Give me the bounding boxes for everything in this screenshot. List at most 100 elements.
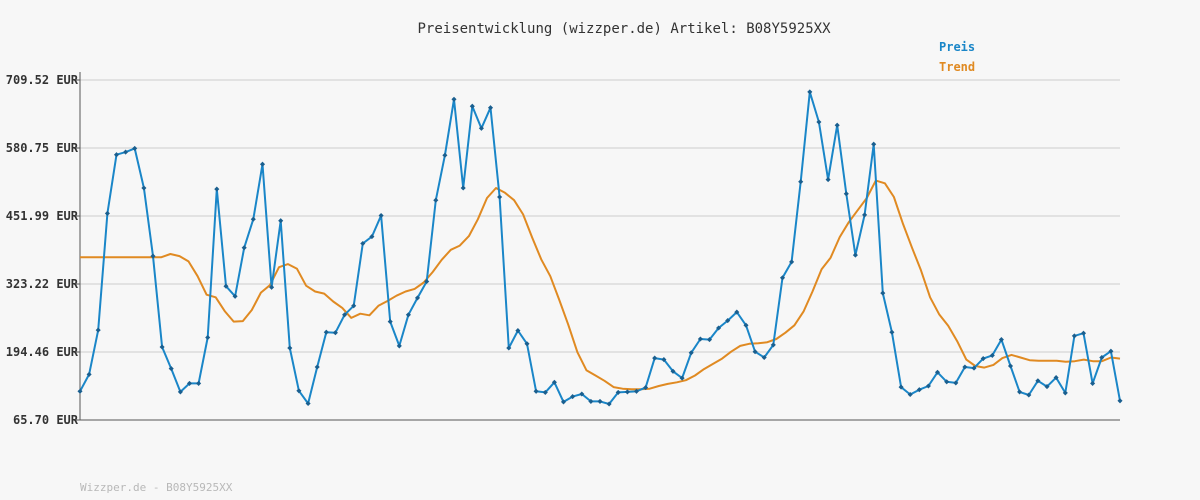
data-point — [506, 345, 512, 351]
y-tick-label: 709.52 EUR — [6, 73, 79, 87]
data-point — [661, 357, 667, 363]
data-point — [269, 284, 275, 290]
data-point — [789, 259, 795, 265]
data-point — [597, 398, 603, 404]
y-tick-label: 323.22 EUR — [6, 277, 79, 291]
data-point — [396, 343, 402, 349]
data-point — [86, 371, 92, 377]
data-point — [259, 161, 266, 167]
data-point — [652, 355, 658, 361]
data-point — [159, 344, 165, 350]
y-tick-label: 65.70 EUR — [13, 413, 79, 427]
data-point — [889, 329, 895, 335]
data-point — [141, 185, 147, 191]
data-point — [196, 380, 202, 386]
data-point — [934, 369, 941, 375]
data-point — [1099, 354, 1105, 361]
data-point — [670, 368, 676, 374]
data-point — [214, 186, 220, 192]
data-point — [369, 234, 375, 240]
data-point — [332, 330, 338, 336]
data-point — [478, 125, 484, 131]
data-point — [360, 240, 366, 247]
data-point — [688, 350, 694, 356]
data-point — [414, 295, 421, 301]
data-point — [451, 96, 457, 102]
data-point — [533, 388, 539, 394]
data-point — [798, 179, 804, 185]
data-point — [460, 185, 466, 191]
data-point — [323, 329, 329, 335]
data-point — [871, 141, 877, 147]
data-point — [314, 364, 320, 370]
y-tick-label: 194.46 EUR — [6, 345, 79, 359]
data-point — [579, 391, 585, 397]
data-point — [113, 152, 120, 158]
data-point — [424, 278, 430, 285]
data-point — [1071, 333, 1077, 339]
data-point — [606, 401, 612, 407]
y-axis-ticks: 709.52 EUR 580.75 EUR 451.99 EUR 323.22 EUR… — [6, 73, 80, 427]
data-point — [816, 119, 822, 125]
data-point — [880, 290, 886, 296]
y-tick-label: 451.99 EUR — [6, 209, 79, 223]
data-point — [1117, 398, 1123, 404]
data-point — [168, 366, 174, 372]
data-point — [515, 328, 521, 334]
data-point — [305, 400, 311, 407]
data-point — [834, 122, 840, 128]
data-point — [186, 380, 193, 386]
data-point — [95, 327, 101, 333]
data-point — [825, 177, 831, 183]
data-point — [560, 399, 567, 405]
data-point — [1053, 375, 1059, 381]
data-point — [351, 303, 357, 309]
data-point — [497, 194, 503, 200]
data-point — [1080, 330, 1087, 336]
footer-text: Wizzper.de - B08Y5925XX — [80, 481, 233, 494]
data-point — [633, 388, 640, 394]
chart-title: Preisentwicklung (wizzper.de) Artikel: B… — [417, 21, 831, 37]
data-point — [843, 191, 849, 197]
data-point — [387, 319, 393, 325]
data-point — [907, 391, 913, 398]
data-point — [998, 337, 1004, 343]
series-line-trend — [80, 179, 1121, 391]
data-point — [1035, 378, 1041, 384]
legend-preis: Preis — [939, 40, 975, 54]
data-point — [132, 145, 138, 151]
data-point — [278, 218, 284, 224]
data-point — [232, 293, 238, 299]
data-point — [223, 283, 229, 289]
data-point — [287, 345, 293, 351]
data-point — [1062, 390, 1068, 396]
data-point — [743, 322, 749, 328]
data-point — [177, 389, 183, 395]
data-point — [716, 325, 722, 331]
data-point — [807, 89, 813, 95]
data-point — [624, 389, 630, 395]
data-point — [779, 275, 786, 281]
data-point — [241, 245, 247, 251]
data-point — [852, 252, 858, 258]
series-group — [77, 89, 1123, 407]
data-point — [862, 212, 868, 218]
data-point — [433, 197, 439, 203]
data-point — [1017, 389, 1023, 395]
data-point — [104, 210, 110, 216]
data-point — [944, 379, 950, 385]
data-point — [989, 352, 995, 358]
data-point — [1090, 380, 1096, 386]
data-point — [542, 389, 548, 395]
data-point — [761, 354, 767, 361]
legend-trend: Trend — [939, 60, 975, 74]
grid-lines — [80, 79, 1120, 353]
data-point — [953, 380, 959, 386]
data-point — [342, 312, 348, 318]
data-point — [524, 341, 530, 347]
data-point — [296, 388, 302, 394]
data-point — [770, 342, 776, 348]
y-tick-label: 580.75 EUR — [6, 141, 79, 155]
data-point — [250, 216, 256, 222]
data-point — [615, 389, 621, 395]
